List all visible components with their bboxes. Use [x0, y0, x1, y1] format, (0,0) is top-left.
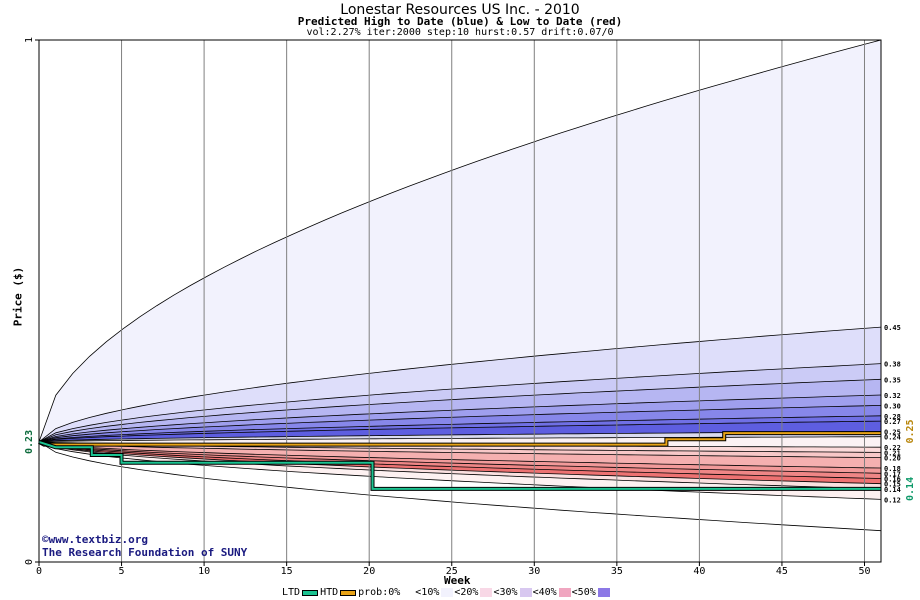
legend-swatch-1 — [340, 589, 357, 596]
probability-band-5 — [39, 405, 881, 442]
x-tick-label-0: 0 — [36, 566, 42, 577]
legend-label-6: <40% — [532, 587, 557, 598]
band-end-label-14: 0.16 — [884, 475, 901, 483]
band-end-label-11: 0.20 — [884, 455, 901, 463]
legend-swatch-6 — [558, 588, 571, 597]
band-end-label-8: 0.24 — [884, 434, 901, 442]
probability-band-2 — [39, 363, 881, 442]
band-boundary-2 — [38, 363, 882, 443]
band-end-label-1: 0.38 — [884, 361, 901, 369]
band-end-label-16: 0.14 — [884, 486, 901, 494]
band-end-label-6: 0.27 — [884, 418, 901, 426]
band-end-label-7: 0.25 — [884, 429, 901, 437]
band-end-label-3: 0.32 — [884, 392, 901, 400]
legend-swatch-2 — [402, 588, 415, 597]
x-tick-label-5: 5 — [119, 566, 125, 577]
band-boundary-5 — [38, 405, 882, 443]
band-end-label-10: 0.21 — [884, 449, 901, 457]
x-tick-label-20: 20 — [363, 566, 375, 577]
probability-band-13 — [39, 441, 881, 474]
band-boundary-16 — [38, 441, 882, 485]
legend-swatch-3 — [441, 588, 454, 597]
band-end-label-15: 0.15 — [884, 481, 901, 489]
legend-label-2: prob:0% — [358, 587, 401, 598]
probability-band-6 — [39, 415, 881, 442]
legend-label-3: <10% — [415, 587, 440, 598]
y-tick-label-0: 0 — [24, 559, 35, 565]
x-axis-label: Week — [444, 574, 471, 587]
band-end-label-12: 0.18 — [884, 465, 901, 473]
probability-band-3 — [39, 379, 881, 442]
legend-item-4: <20% — [454, 587, 493, 599]
band-boundary-3 — [38, 378, 882, 443]
band-boundary-17 — [38, 441, 882, 490]
legend-item-0: LTD — [282, 587, 320, 599]
band-end-label-13: 0.17 — [884, 470, 901, 478]
x-tick-label-30: 30 — [528, 566, 540, 577]
probability-band-4 — [39, 395, 881, 442]
plot-frame — [38, 39, 882, 563]
band-boundary-4 — [38, 394, 882, 443]
x-tick-label-35: 35 — [611, 566, 623, 577]
band-boundary-7 — [38, 420, 882, 443]
band-end-label-17: 0.12 — [884, 496, 901, 504]
legend-swatch-7 — [597, 588, 610, 597]
band-boundary-14 — [38, 441, 882, 474]
band-boundary-12 — [38, 441, 882, 458]
band-boundary-15 — [38, 441, 882, 479]
band-boundary-6 — [38, 415, 882, 443]
legend-item-7: <50% — [572, 587, 611, 599]
legend-item-3: <10% — [415, 587, 454, 599]
probability-band-14 — [39, 441, 881, 479]
x-tick-label-50: 50 — [858, 566, 870, 577]
htd-end-label: 0.25 — [905, 419, 916, 443]
simulation-parameters: vol:2.27% iter:2000 step:10 hurst:0.57 d… — [306, 27, 614, 38]
credit-block: ©www.textbiz.org The Research Foundation… — [42, 533, 247, 559]
chart-title: Lonestar Resources US Inc. - 2010 — [340, 2, 580, 18]
x-tick-label-15: 15 — [281, 566, 293, 577]
legend-item-6: <40% — [533, 587, 572, 599]
x-tick-label-45: 45 — [776, 566, 788, 577]
band-boundary-0 — [38, 39, 882, 443]
probability-band-11 — [39, 441, 881, 458]
band-end-label-0: 0.45 — [884, 324, 901, 332]
band-end-label-4: 0.30 — [884, 402, 901, 410]
chart-subtitle: Predicted High to Date (blue) & Low to D… — [297, 15, 623, 28]
y-tick-label-1: 1 — [24, 37, 35, 43]
legend-item-5: <30% — [493, 587, 532, 599]
legend-swatch-0 — [302, 589, 319, 596]
legend-swatch-5 — [519, 588, 532, 597]
legend-label-4: <20% — [454, 587, 479, 598]
probability-band-16 — [39, 441, 881, 489]
band-boundary-13 — [38, 441, 882, 469]
legend: LTD HTD prob:0% <10% <20% <30% <40% <50% — [282, 587, 611, 599]
band-end-label-2: 0.35 — [884, 376, 901, 384]
legend-label-1: HTD — [320, 587, 339, 598]
credit-line-org: The Research Foundation of SUNY — [42, 546, 248, 559]
legend-label-7: <50% — [571, 587, 596, 598]
legend-label-5: <30% — [493, 587, 518, 598]
ltd-end-label: 0.14 — [905, 477, 916, 501]
legend-label-0: LTD — [282, 587, 301, 598]
band-boundary-19 — [38, 441, 882, 532]
probability-band-0 — [39, 40, 881, 442]
start-price-label: 0.23 — [24, 430, 35, 454]
band-end-label-9: 0.22 — [884, 444, 901, 452]
band-boundary-1 — [38, 326, 882, 443]
x-tick-label-40: 40 — [693, 566, 705, 577]
legend-swatch-4 — [480, 588, 493, 597]
probability-band-1 — [39, 327, 881, 442]
legend-item-2: prob:0% — [358, 587, 415, 599]
x-tick-label-10: 10 — [198, 566, 210, 577]
probability-band-12 — [39, 441, 881, 468]
x-tick-label-25: 25 — [446, 566, 458, 577]
band-boundary-9 — [38, 436, 882, 443]
ltd-line — [38, 440, 881, 490]
probability-band-18 — [39, 441, 881, 531]
legend-item-1: HTD — [320, 587, 358, 599]
probability-band-17 — [39, 441, 881, 500]
band-end-label-5: 0.28 — [884, 413, 901, 421]
credit-line-site: ©www.textbiz.org — [42, 533, 148, 546]
